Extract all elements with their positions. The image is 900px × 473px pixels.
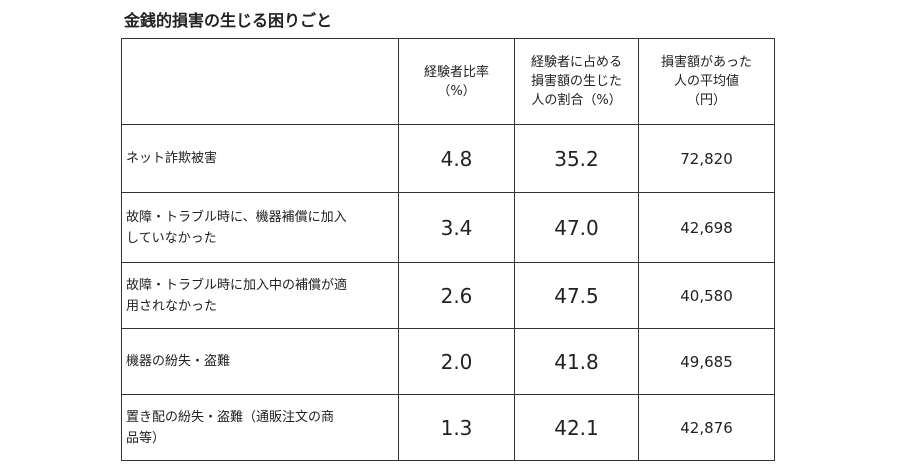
- table-row: 故障・トラブル時に、機器補償に加入 していなかった 3.4 47.0 42,698: [121, 192, 775, 263]
- header-text: （円）: [686, 93, 726, 108]
- value-cell: 49,685: [638, 328, 775, 395]
- value-cell: 40,580: [638, 262, 775, 329]
- header-row: 経験者比率 （%） 経験者に占める 損害額の生じた 人の割合（%） 損害額があった 人の平均…: [121, 38, 775, 125]
- row-label: 故障・トラブル時に加入中の補償が適 用されなかった: [121, 262, 399, 329]
- header-cell: 損害額があった 人の平均値 （円）: [638, 38, 775, 125]
- row-label: 置き配の紛失・盗難（通販注文の商 品等）: [121, 394, 399, 461]
- value-cell: 72,820: [638, 124, 775, 193]
- row-label-text: ネット詐欺被害: [126, 151, 218, 166]
- row-label-text: 故障・トラブル時に、機器補償に加入: [126, 209, 347, 225]
- header-text: 人の割合（%）: [531, 93, 622, 108]
- row-label-text: 機器の紛失・盗難: [126, 354, 231, 369]
- value-cell: 42,876: [638, 394, 775, 461]
- row-label-text: 用されなかった: [126, 298, 218, 314]
- header-text: 損害額があった: [660, 55, 752, 70]
- header-text: 損害額の生じた: [530, 74, 622, 89]
- table-row: 機器の紛失・盗難 2.0 41.8 49,685: [121, 328, 775, 395]
- table-row: 置き配の紛失・盗難（通販注文の商 品等） 1.3 42.1 42,876: [121, 394, 775, 461]
- value-cell: 35.2: [514, 124, 639, 193]
- row-label: 故障・トラブル時に、機器補償に加入 していなかった: [121, 192, 399, 263]
- row-label-text: 置き配の紛失・盗難（通販注文の商: [126, 409, 335, 425]
- header-text: 経験者比率: [423, 64, 489, 80]
- value-cell: 47.0: [514, 192, 639, 263]
- row-label: ネット詐欺被害: [121, 124, 399, 193]
- value-cell: 41.8: [514, 328, 639, 395]
- table-body: ネット詐欺被害 4.8 35.2 72,820 故障・トラブル時に、機器補償に加入 してい…: [121, 124, 775, 461]
- header-cell: 経験者比率 （%）: [398, 38, 515, 125]
- row-label: 機器の紛失・盗難: [121, 328, 399, 395]
- value-cell: 2.0: [398, 328, 515, 395]
- value-cell: 3.4: [398, 192, 515, 263]
- row-label-text: 故障・トラブル時に加入中の補償が適: [126, 277, 348, 293]
- table-row: ネット詐欺被害 4.8 35.2 72,820: [121, 124, 775, 193]
- value-cell: 47.5: [514, 262, 639, 329]
- value-cell: 42.1: [514, 394, 639, 461]
- header-text: 経験者に占める: [530, 55, 622, 70]
- header-cell: 経験者に占める 損害額の生じた 人の割合（%）: [514, 38, 639, 125]
- header-corner: [121, 38, 399, 125]
- row-label-text: 品等）: [126, 430, 166, 446]
- value-cell: 42,698: [638, 192, 775, 263]
- table: 経験者比率 （%） 経験者に占める 損害額の生じた 人の割合（%） 損害額があった 人の平均…: [121, 38, 775, 461]
- value-cell: 2.6: [398, 262, 515, 329]
- value-cell: 1.3: [398, 394, 515, 461]
- title: 金銭的損害の生じる困りごと: [124, 11, 333, 30]
- value-cell: 4.8: [398, 124, 515, 193]
- header-text: 人の平均値: [673, 74, 739, 89]
- row-label-text: していなかった: [126, 230, 217, 246]
- table-row: 故障・トラブル時に加入中の補償が適 用されなかった 2.6 47.5 40,580: [121, 262, 775, 329]
- header-text: （%）: [437, 83, 476, 99]
